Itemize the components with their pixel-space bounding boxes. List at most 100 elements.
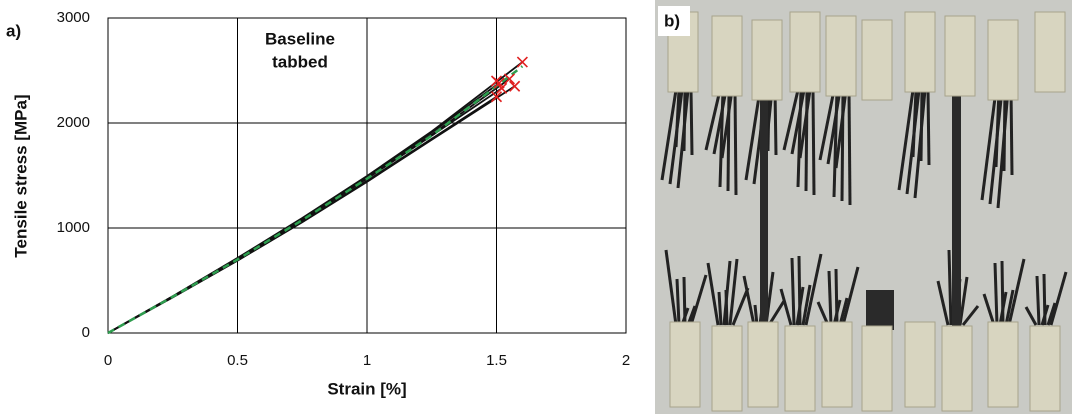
fiber: [913, 89, 927, 199]
curve: [107, 65, 524, 335]
fiber: [664, 249, 678, 326]
fiber: [958, 276, 969, 326]
fiber: [897, 89, 915, 191]
failure-cross: [509, 80, 521, 92]
x-tick-label: 0: [104, 352, 112, 369]
fiber: [827, 270, 833, 326]
fiber: [1024, 306, 1038, 326]
fiber: [790, 257, 796, 326]
failure-cross: [496, 82, 508, 94]
specimen-tab: [789, 11, 821, 93]
fiber: [838, 297, 849, 326]
strip: [866, 290, 894, 330]
fiber: [834, 268, 839, 326]
plot-frame: [107, 17, 627, 334]
specimen-tab: [747, 321, 779, 408]
fiber: [689, 274, 708, 326]
x-tick-label: 1.5: [486, 352, 507, 369]
fiber: [936, 280, 950, 326]
strip: [952, 85, 961, 340]
specimen-tab: [711, 325, 743, 412]
specimen-tab: [987, 19, 1019, 101]
curve: [107, 82, 500, 334]
panel-label: a): [6, 21, 21, 40]
fiber: [961, 305, 980, 326]
fiber: [742, 275, 756, 326]
fiber: [676, 89, 690, 189]
fiber: [724, 289, 729, 326]
fiber: [767, 300, 786, 326]
fiber: [811, 89, 816, 196]
fiber: [1007, 258, 1026, 326]
x-axis-title: Strain [%]: [327, 379, 406, 398]
specimen-tab: [904, 11, 936, 93]
fiber: [801, 284, 812, 326]
fiber: [988, 89, 1004, 205]
fiber: [790, 89, 806, 155]
y-tick-label: 3000: [57, 9, 90, 26]
fiber: [720, 89, 734, 159]
fiber: [682, 276, 687, 326]
fiber: [731, 287, 750, 326]
failure-marker: [490, 75, 503, 87]
failure-marker: [496, 82, 508, 94]
fiber: [773, 89, 778, 156]
fiber: [993, 262, 999, 326]
specimen-tab: [821, 321, 853, 408]
fiber: [1009, 89, 1014, 176]
x-tick-label: 1: [363, 352, 371, 369]
fiber: [706, 262, 720, 326]
specimen-tab: [904, 321, 936, 408]
specimen-tab: [861, 19, 893, 101]
annotation: Baseline: [265, 29, 335, 48]
specimen-tab: [784, 325, 816, 412]
y-tick-label: 0: [82, 324, 90, 341]
fiber: [826, 89, 842, 165]
fiber: [818, 89, 836, 161]
failure-marker: [509, 80, 521, 92]
y-tick-label: 2000: [57, 114, 90, 131]
failure-cross: [490, 91, 503, 103]
specimen-tab: [669, 321, 701, 408]
fiber: [1035, 275, 1041, 326]
failure-marker: [490, 91, 503, 103]
fiber: [668, 89, 684, 185]
curve: [107, 61, 523, 334]
photo: [655, 0, 1072, 414]
fiber: [847, 89, 852, 206]
photo-label: b): [664, 11, 680, 30]
specimen-tab: [1029, 325, 1061, 412]
fiber: [728, 258, 739, 326]
specimen-tab: [987, 321, 1019, 408]
fiber: [797, 255, 802, 326]
fiber: [660, 89, 678, 181]
fiber: [733, 89, 738, 196]
specimen-tab: [825, 15, 857, 97]
specimen-tab: [944, 15, 976, 97]
specimen-tab: [751, 19, 783, 101]
fiber: [1042, 273, 1047, 326]
annotation: tabbed: [272, 52, 328, 71]
specimen-tab: [711, 15, 743, 97]
x-tick-label: 2: [622, 352, 630, 369]
strip: [760, 80, 768, 340]
specimen-tab: [1034, 11, 1066, 93]
y-axis-title: Tensile stress [MPa]: [11, 94, 30, 257]
fiber: [982, 293, 996, 326]
fiber: [744, 89, 762, 181]
fiber: [980, 89, 998, 201]
fiber: [1049, 271, 1068, 326]
fiber: [1004, 289, 1015, 326]
failure-cross: [516, 56, 528, 68]
fiber: [996, 89, 1010, 209]
fiber: [704, 89, 722, 151]
x-tick-label: 0.5: [227, 352, 248, 369]
fiber: [926, 89, 931, 166]
fiber: [905, 89, 921, 195]
failure-cross: [503, 73, 516, 85]
fiber: [1046, 302, 1057, 326]
fiber: [816, 301, 830, 326]
failure-marker: [516, 56, 528, 68]
